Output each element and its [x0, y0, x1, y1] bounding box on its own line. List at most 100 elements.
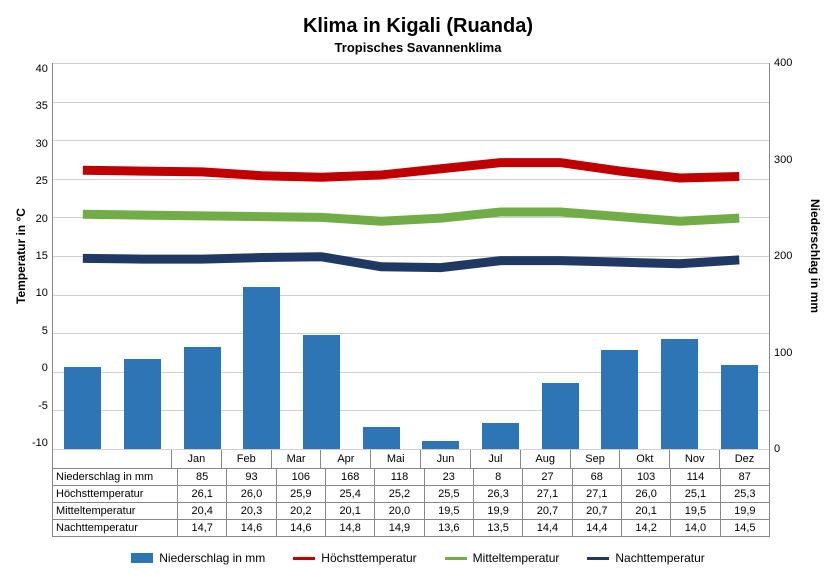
table-cell: 27,1	[523, 486, 572, 503]
y-tick: 35	[32, 100, 48, 112]
table-cell: 114	[671, 469, 720, 486]
y-left-label: Temperatur in °C	[10, 63, 32, 449]
table-cell: 14,6	[276, 520, 325, 537]
table-cell: 14,0	[671, 520, 720, 537]
legend-item: Nachttemperatur	[587, 551, 704, 565]
table-cell: 8	[473, 469, 522, 486]
table-cell: 20,3	[227, 503, 276, 520]
y-tick: 100	[774, 347, 792, 359]
bar-okt	[601, 350, 638, 449]
table-cell: 27	[523, 469, 572, 486]
x-label: Dez	[720, 450, 770, 468]
table-cell: 19,5	[424, 503, 473, 520]
bar-slot	[709, 63, 769, 449]
table-cell: 20,7	[523, 503, 572, 520]
legend-swatch	[587, 557, 609, 560]
table-cell: 85	[178, 469, 227, 486]
bar-aug	[482, 423, 519, 449]
table-cell: Höchsttemperatur	[53, 486, 178, 503]
bar-slot	[530, 63, 590, 449]
table-cell: 68	[572, 469, 621, 486]
legend-item: Niederschlag in mm	[131, 551, 265, 565]
y-tick: 15	[32, 250, 48, 262]
legend-item: Höchsttemperatur	[293, 551, 416, 565]
table-cell: 26,3	[473, 486, 522, 503]
table-row: Mitteltemperatur20,420,320,220,120,019,5…	[53, 503, 770, 520]
x-label: Sep	[571, 450, 621, 468]
table-cell: 25,3	[720, 486, 769, 503]
table-cell: 14,4	[523, 520, 572, 537]
y-tick: -5	[32, 400, 48, 412]
bar-sep	[542, 383, 579, 449]
bar-slot	[590, 63, 650, 449]
bar-slot	[232, 63, 292, 449]
table-cell: 13,6	[424, 520, 473, 537]
bar-feb	[124, 359, 161, 449]
bar-slot	[53, 63, 113, 449]
data-block: JanFebMarAprMaiJunJulAugSepOktNovDez Nie…	[10, 449, 826, 537]
table-cell: 19,9	[720, 503, 769, 520]
table-cell: 14,2	[621, 520, 670, 537]
table-cell: 14,4	[572, 520, 621, 537]
bar-mar	[184, 347, 221, 449]
table-cell: 20,4	[178, 503, 227, 520]
y-right-label: Niederschlag in mm	[804, 63, 826, 449]
table-cell: Niederschlag in mm	[53, 469, 178, 486]
table-cell: 25,9	[276, 486, 325, 503]
y-tick: 0	[774, 443, 780, 455]
table-cell: 13,5	[473, 520, 522, 537]
table-cell: 20,0	[375, 503, 424, 520]
table-cell: 25,4	[325, 486, 374, 503]
bar-dez	[721, 365, 758, 449]
table-cell: 25,5	[424, 486, 473, 503]
legend-swatch	[131, 553, 153, 563]
table-cell: 25,2	[375, 486, 424, 503]
table-row: Niederschlag in mm8593106168118238276810…	[53, 469, 770, 486]
y-right-ticks: 4003002001000	[770, 63, 804, 449]
bar-slot	[411, 63, 471, 449]
table-cell: 14,8	[325, 520, 374, 537]
x-label: Feb	[222, 450, 272, 468]
table-cell: 106	[276, 469, 325, 486]
table-cell: Mitteltemperatur	[53, 503, 178, 520]
bar-slot	[351, 63, 411, 449]
table-cell: 20,1	[325, 503, 374, 520]
y-tick: 25	[32, 175, 48, 187]
bar-jul	[422, 441, 459, 449]
legend-swatch	[293, 557, 315, 560]
table-cell: 23	[424, 469, 473, 486]
bar-slot	[471, 63, 531, 449]
table-cell: 87	[720, 469, 769, 486]
table-cell: 26,0	[621, 486, 670, 503]
table-cell: 27,1	[572, 486, 621, 503]
chart-subtitle: Tropisches Savannenklima	[10, 40, 826, 55]
table-cell: 20,2	[276, 503, 325, 520]
bars	[53, 63, 769, 449]
y-tick: 300	[774, 154, 792, 166]
y-tick: 400	[774, 57, 792, 69]
y-tick: -10	[32, 437, 48, 449]
bar-slot	[172, 63, 232, 449]
table-cell: 103	[621, 469, 670, 486]
x-label: Apr	[321, 450, 371, 468]
table-cell: 118	[375, 469, 424, 486]
y-tick: 200	[774, 250, 792, 262]
y-tick: 30	[32, 138, 48, 150]
bar-nov	[661, 339, 698, 449]
table-corner	[52, 450, 172, 468]
bar-slot	[292, 63, 352, 449]
bar-apr	[243, 287, 280, 449]
table-cell: 14,9	[375, 520, 424, 537]
x-label: Aug	[521, 450, 571, 468]
table-cell: Nachttemperatur	[53, 520, 178, 537]
x-label: Mai	[371, 450, 421, 468]
x-label: Jun	[421, 450, 471, 468]
plot	[52, 63, 770, 449]
table-row: Nachttemperatur14,714,614,614,814,913,61…	[53, 520, 770, 537]
table-cell: 14,7	[178, 520, 227, 537]
x-label: Jul	[471, 450, 521, 468]
table-cell: 168	[325, 469, 374, 486]
x-labels: JanFebMarAprMaiJunJulAugSepOktNovDez	[52, 449, 770, 468]
chart-title: Klima in Kigali (Ruanda)	[10, 15, 826, 38]
table-cell: 14,6	[227, 520, 276, 537]
